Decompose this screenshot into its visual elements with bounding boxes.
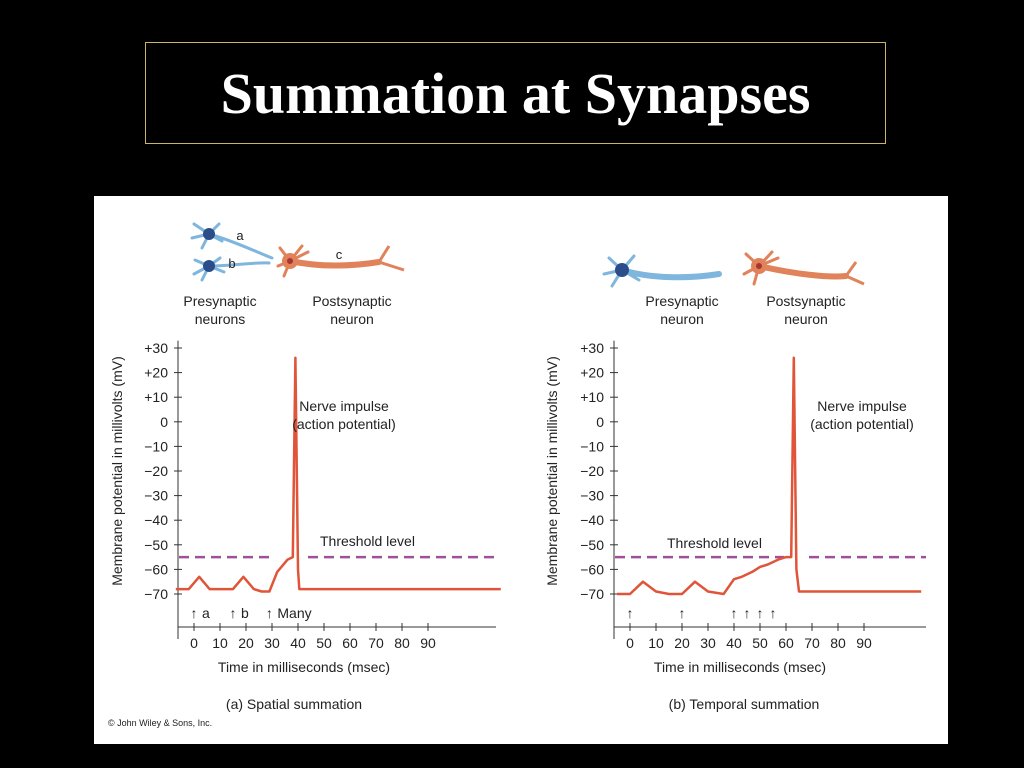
stimulus-arrow: ↑ (679, 605, 686, 621)
y-tick-label: −40 (144, 512, 168, 528)
stimulus-arrow: ↑ (266, 605, 273, 621)
x-tick-label: 20 (238, 635, 254, 651)
y-tick-label: −10 (144, 438, 168, 454)
presynaptic-label: neuron (660, 311, 704, 327)
panel-caption: (b) Temporal summation (669, 696, 820, 712)
postsynaptic-label: Postsynaptic (312, 293, 391, 309)
y-tick-label: +30 (580, 340, 604, 356)
y-tick-label: +20 (580, 365, 604, 381)
presynaptic-label: Presynaptic (183, 293, 256, 309)
y-tick-label: −50 (144, 537, 168, 553)
y-tick-label: −70 (580, 586, 604, 602)
x-tick-label: 60 (342, 635, 358, 651)
stimulus-arrow: ↑ (191, 605, 198, 621)
summation-figure: +30 +20 +10 0 −10 −20 −30 −40 −50 −60 −70 0 10 20 30 40… (109, 222, 926, 712)
postsynaptic-label: Postsynaptic (766, 293, 845, 309)
action-potential-label: Nerve impulse (299, 398, 389, 414)
title-box: Summation at Synapses (145, 42, 886, 144)
spatial-neuron-diagram (190, 222, 405, 282)
y-tick-label: −60 (580, 561, 604, 577)
y-tick-label: −20 (580, 463, 604, 479)
stimulus-label: b (241, 605, 249, 621)
x-tick-label: 10 (648, 635, 664, 651)
y-tick-label: −30 (580, 488, 604, 504)
x-tick-label: 20 (674, 635, 690, 651)
x-tick-label: 40 (290, 635, 306, 651)
stimulus-arrow: ↑ (627, 605, 634, 621)
y-tick-label: −10 (580, 438, 604, 454)
x-tick-label: 80 (394, 635, 410, 651)
x-tick-label: 80 (830, 635, 846, 651)
stimulus-arrow: ↑ (770, 605, 777, 621)
y-tick-label: −30 (144, 488, 168, 504)
axon-label: a (236, 228, 244, 243)
membrane-potential-trace (617, 356, 922, 596)
x-tick-label: 90 (420, 635, 436, 651)
x-tick-label: 70 (804, 635, 820, 651)
axon-label: c (336, 247, 343, 262)
action-potential-label: (action potential) (810, 416, 914, 432)
threshold-label: Threshold level (667, 535, 762, 551)
axon-label: b (228, 256, 235, 271)
x-tick-label: 30 (700, 635, 716, 651)
x-tick-label: 0 (626, 635, 634, 651)
x-tick-label: 0 (190, 635, 198, 651)
y-tick-label: 0 (160, 414, 168, 430)
y-tick-label: −20 (144, 463, 168, 479)
stimulus-label: a (202, 605, 210, 621)
copyright-text: © John Wiley & Sons, Inc. (108, 718, 213, 728)
y-tick-label: −40 (580, 512, 604, 528)
panel-caption: (a) Spatial summation (226, 696, 362, 712)
x-tick-label: 50 (752, 635, 768, 651)
y-tick-label: 0 (596, 414, 604, 430)
y-axis-label: Membrane potential in millivolts (mV) (544, 356, 560, 586)
x-tick-label: 70 (368, 635, 384, 651)
threshold-label: Threshold level (320, 533, 415, 549)
y-tick-label: +20 (144, 365, 168, 381)
y-tick-label: −50 (580, 537, 604, 553)
x-tick-label: 40 (726, 635, 742, 651)
stimulus-arrow: ↑ (230, 605, 237, 621)
stimulus-arrow: ↑ (744, 605, 751, 621)
membrane-potential-trace (175, 356, 501, 593)
x-tick-label: 50 (316, 635, 332, 651)
temporal-neuron-diagram (602, 250, 865, 288)
y-tick-label: +30 (144, 340, 168, 356)
x-tick-label: 60 (778, 635, 794, 651)
figure-panel: +30 +20 +10 0 −10 −20 −30 −40 −50 −60 −70 0 10 20 30 40… (94, 196, 948, 744)
presynaptic-label: neurons (195, 311, 246, 327)
y-tick-label: −70 (144, 586, 168, 602)
x-axis-label: Time in milliseconds (msec) (654, 659, 826, 675)
action-potential-label: Nerve impulse (817, 398, 907, 414)
stimulus-arrow: ↑ (731, 605, 738, 621)
stimulus-arrow: ↑ (757, 605, 764, 621)
postsynaptic-label: neuron (784, 311, 828, 327)
y-axis-label: Membrane potential in millivolts (mV) (109, 356, 125, 586)
x-tick-label: 10 (212, 635, 228, 651)
action-potential-label: (action potential) (292, 416, 396, 432)
y-tick-label: +10 (144, 389, 168, 405)
presynaptic-label: Presynaptic (645, 293, 718, 309)
stimulus-label: Many (277, 605, 311, 621)
slide-title: Summation at Synapses (220, 60, 811, 126)
postsynaptic-label: neuron (330, 311, 374, 327)
x-tick-label: 90 (856, 635, 872, 651)
x-tick-label: 30 (264, 635, 280, 651)
y-tick-label: +10 (580, 389, 604, 405)
y-tick-label: −60 (144, 561, 168, 577)
x-axis-label: Time in milliseconds (msec) (218, 659, 390, 675)
